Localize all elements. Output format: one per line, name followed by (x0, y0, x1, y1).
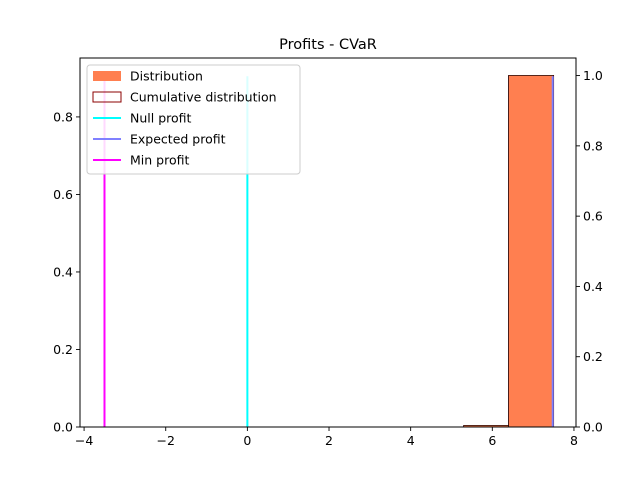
legend-swatch-distribution (93, 71, 121, 81)
x-tick-label: 0 (243, 433, 251, 448)
x-tick-label: −4 (75, 433, 93, 448)
y-right-tick-label: 1.0 (583, 68, 603, 83)
y-left-tick-label: 0.4 (53, 264, 73, 279)
x-tick-label: −2 (157, 433, 175, 448)
legend-box (86, 64, 301, 175)
x-tick-label: 2 (325, 433, 333, 448)
y-right-tick-label: 0.2 (583, 349, 603, 364)
x-tick-label: 4 (407, 433, 415, 448)
y-left-tick-label: 0.8 (53, 109, 73, 124)
legend: Distribution Cumulative distribution Null … (86, 64, 301, 175)
legend-label-cumulative-distribution: Cumulative distribution (130, 90, 277, 105)
plot-area: −4 −2 0 2 4 6 8 0.0 0.2 0.4 0.6 0.8 0.0 0.2 0.4 0.6 0.8 1… (53, 57, 603, 448)
chart-title: Profits - CVaR (279, 37, 377, 53)
y-left-tick-label: 0.6 (53, 187, 73, 202)
y-right-tick-label: 0.4 (583, 279, 603, 294)
legend-swatch-cumulative-distribution (92, 91, 122, 103)
x-tick-label: 8 (570, 433, 578, 448)
y-right-tick-label: 0.0 (583, 420, 603, 435)
y-left-tick-label: 0.0 (53, 420, 73, 435)
legend-label-min-profit: Min profit (130, 153, 189, 168)
y-right-tick-label: 0.6 (583, 209, 603, 224)
legend-label-null-profit: Null profit (130, 111, 192, 126)
y-right-tick-label: 0.8 (583, 138, 603, 153)
distribution-bar-1 (508, 75, 554, 428)
y-left-tick-label: 0.2 (53, 342, 73, 357)
legend-label-distribution: Distribution (130, 69, 203, 84)
axes-frame (79, 57, 577, 428)
x-tick-label: 6 (488, 433, 496, 448)
legend-label-expected-profit: Expected profit (130, 132, 226, 147)
